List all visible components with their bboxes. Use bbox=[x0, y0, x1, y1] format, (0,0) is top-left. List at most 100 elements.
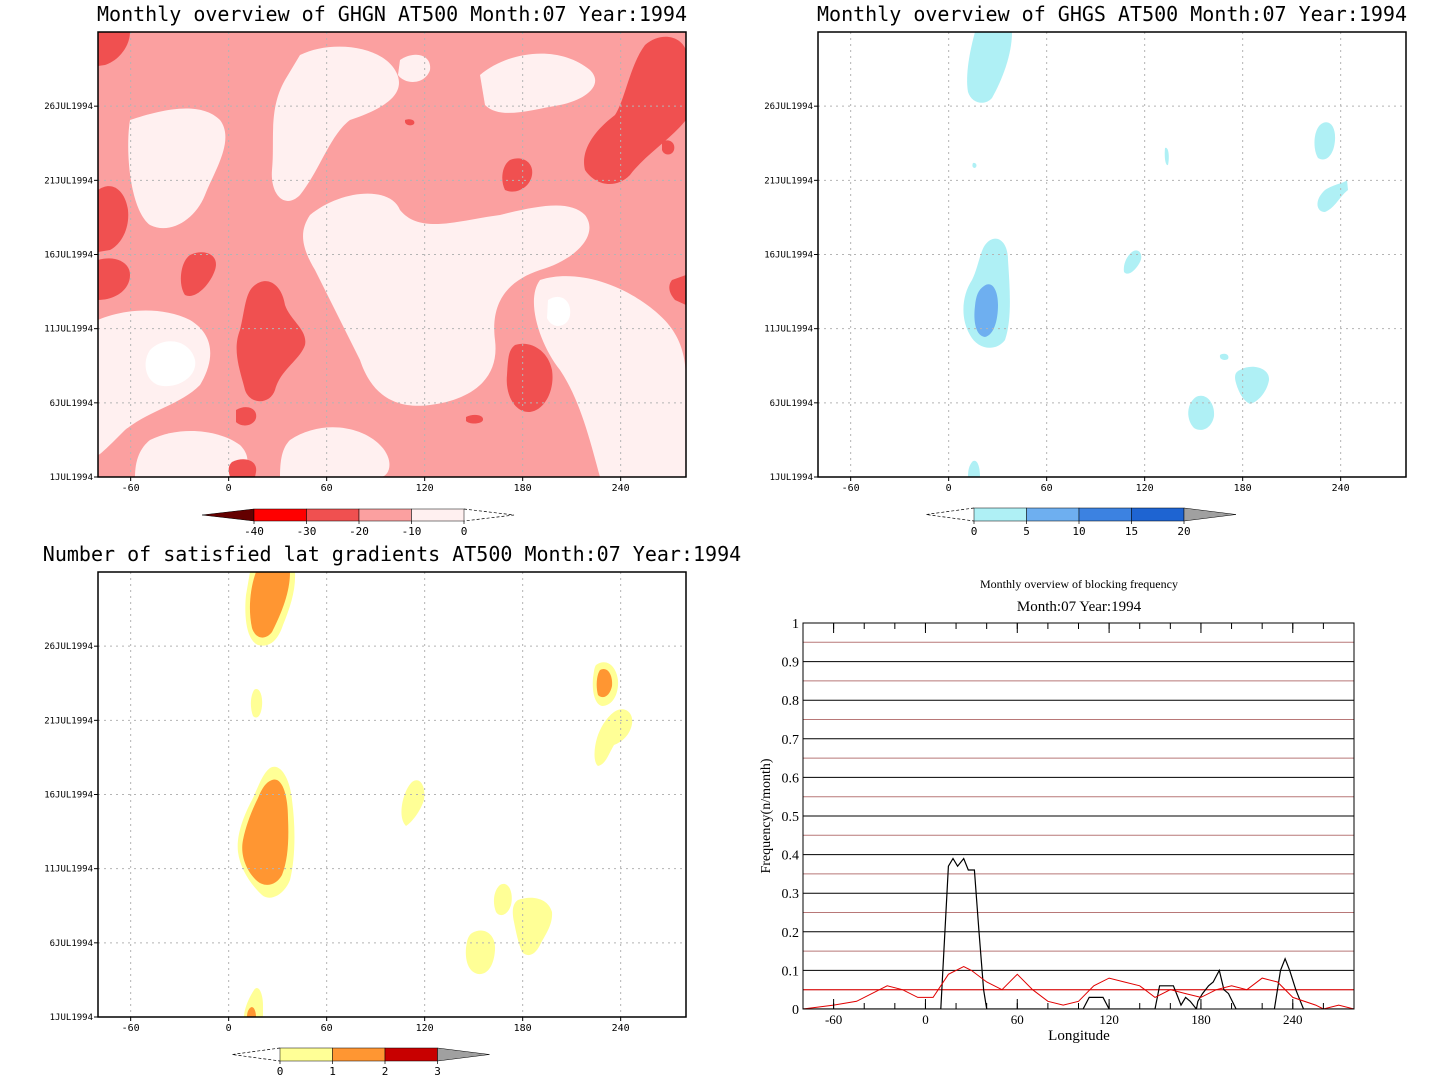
ghgs-contour-0-5 bbox=[968, 460, 980, 477]
colorbar-right-arrow bbox=[1183, 507, 1237, 522]
x-tick-label: -60 bbox=[122, 1023, 140, 1034]
x-tick-label: 180 bbox=[514, 483, 532, 494]
x-tick-label: 120 bbox=[1136, 483, 1154, 494]
colorbar-label: 20 bbox=[1177, 525, 1190, 538]
latgrad-contour-0-1 bbox=[512, 897, 553, 956]
ghgn-negative-region bbox=[236, 281, 306, 402]
y-tick-label: 21JUL1994 bbox=[764, 176, 813, 186]
panel-lat-gradients: Number of satisfied lat gradients AT500 … bbox=[43, 542, 741, 1078]
ghgn-positive-region bbox=[533, 276, 686, 477]
y-tick-label: 6JUL1994 bbox=[770, 399, 813, 409]
y-tick-label: 0.6 bbox=[782, 771, 800, 786]
blocking-grid bbox=[803, 622, 1354, 991]
blocking-xlabel: Longitude bbox=[1048, 1028, 1110, 1044]
ghgn-axes: -60 0 60 120 180 240 1JUL1994 6JUL1994 11JUL1994… bbox=[44, 102, 629, 494]
x-tick-label: 180 bbox=[1234, 483, 1252, 494]
colorbar-segment bbox=[253, 508, 307, 522]
colorbar-label: 10 bbox=[1072, 525, 1085, 538]
latgrad-contour-0-1 bbox=[250, 689, 263, 718]
colorbar-label: 2 bbox=[382, 1065, 389, 1078]
latgrad-contour-1-2 bbox=[596, 668, 613, 698]
x-tick-label: 60 bbox=[321, 483, 333, 494]
y-tick-label: 11JUL1994 bbox=[764, 325, 813, 335]
y-tick-label: 16JUL1994 bbox=[764, 251, 813, 261]
ghgs-colorbar: 0 5 10 15 20 bbox=[925, 507, 1237, 538]
x-tick-label: 60 bbox=[1011, 1012, 1024, 1027]
x-tick-label: 240 bbox=[612, 1023, 630, 1034]
ghgn-title: Monthly overview of GHGN AT500 Month:07 … bbox=[97, 2, 687, 26]
blocking-ylabel: Frequency(n/month) bbox=[759, 758, 774, 873]
colorbar-label: 0 bbox=[971, 525, 978, 538]
y-tick-label: 16JUL1994 bbox=[44, 251, 93, 261]
blocking-axes: 0 0.1 0.2 0.3 0.4 0.5 0.6 0.7 0.8 0.9 1 -60 0 60 120 18… bbox=[782, 617, 1355, 1027]
x-tick-label: 240 bbox=[612, 483, 630, 494]
ghgn-positive-region bbox=[271, 46, 399, 201]
latgrad-axes: -60 0 60 120 180 240 1JUL1994 6JUL1994 11JUL1994… bbox=[44, 642, 629, 1034]
colorbar-label: -10 bbox=[402, 525, 422, 538]
ghgn-negative-region bbox=[236, 407, 257, 426]
x-tick-label: 120 bbox=[416, 483, 434, 494]
ghgn-zero-region bbox=[145, 341, 196, 387]
ghgn-positive-region bbox=[303, 193, 590, 406]
colorbar-right-arrow bbox=[463, 508, 515, 522]
y-tick-label: 16JUL1994 bbox=[44, 791, 93, 801]
y-tick-label: 0.8 bbox=[782, 694, 800, 709]
colorbar-left-arrow bbox=[231, 1047, 281, 1062]
ghgn-positive-region bbox=[480, 53, 596, 113]
y-tick-label: 6JUL1994 bbox=[50, 939, 93, 949]
y-tick-label: 6JUL1994 bbox=[50, 399, 93, 409]
latgrad-contour-1-2 bbox=[242, 779, 289, 885]
ghgs-field bbox=[818, 32, 1406, 477]
x-tick-label: 240 bbox=[1332, 483, 1350, 494]
colorbar-label: 5 bbox=[1023, 525, 1030, 538]
x-tick-label: 0 bbox=[946, 483, 952, 494]
panel-ghgs: Monthly overview of GHGS AT500 Month:07 … bbox=[764, 2, 1407, 538]
colorbar-label: -20 bbox=[349, 525, 369, 538]
ghgs-contour-0-5 bbox=[1235, 366, 1270, 404]
x-tick-label: 0 bbox=[922, 1012, 929, 1027]
y-tick-label: 21JUL1994 bbox=[44, 716, 93, 726]
ghgn-positive-region bbox=[398, 54, 431, 82]
ghgs-contour-0-5 bbox=[1164, 147, 1169, 166]
ghgs-contour-0-5 bbox=[1314, 122, 1336, 160]
ghgn-negative-region bbox=[405, 119, 415, 126]
y-tick-label: 0.9 bbox=[782, 656, 800, 671]
y-tick-label: 0.7 bbox=[782, 733, 800, 748]
ghgn-positive-region bbox=[135, 430, 248, 477]
latgrad-contour-0-1 bbox=[401, 780, 425, 826]
colorbar-label: 15 bbox=[1125, 525, 1138, 538]
ghgs-contour-0-5 bbox=[972, 162, 977, 168]
latgrad-field bbox=[98, 572, 686, 1017]
y-tick-label: 0.5 bbox=[782, 810, 800, 825]
colorbar-segment bbox=[332, 1047, 386, 1062]
y-tick-label: 0 bbox=[792, 1003, 799, 1018]
ghgs-contour-0-5 bbox=[967, 32, 1012, 103]
ghgn-negative-region bbox=[228, 459, 257, 477]
x-tick-label: -60 bbox=[122, 483, 140, 494]
colorbar-label: 0 bbox=[461, 525, 468, 538]
y-tick-label: 0.3 bbox=[782, 887, 800, 902]
ghgn-negative-region bbox=[98, 186, 129, 252]
series-line-1 bbox=[803, 965, 1354, 1009]
ghgs-axes: -60 0 60 120 180 240 1JUL1994 6JUL1994 11JUL1994… bbox=[764, 102, 1349, 494]
y-tick-label: 1JUL1994 bbox=[50, 1013, 93, 1023]
ghgn-grid bbox=[98, 32, 686, 477]
ghgn-negative-region bbox=[466, 414, 484, 424]
y-tick-label: 21JUL1994 bbox=[44, 176, 93, 186]
x-tick-label: 120 bbox=[416, 1023, 434, 1034]
latgrad-grid bbox=[98, 572, 686, 1017]
ghgn-negative-region bbox=[669, 275, 686, 305]
ghgn-zero-region bbox=[547, 296, 571, 326]
ghgs-contour-0-5 bbox=[1188, 395, 1215, 430]
blocking-title: Monthly overview of blocking frequency bbox=[980, 577, 1178, 591]
colorbar-right-arrow bbox=[437, 1047, 490, 1062]
x-tick-label: 60 bbox=[1041, 483, 1053, 494]
y-tick-label: 0.1 bbox=[782, 964, 800, 979]
colorbar-left-arrow bbox=[201, 508, 255, 522]
colorbar-segment bbox=[279, 1047, 333, 1062]
latgrad-contour-0-1 bbox=[493, 883, 512, 916]
x-tick-label: 120 bbox=[1099, 1012, 1119, 1027]
series-line-0 bbox=[803, 857, 1354, 1009]
y-tick-label: 0.2 bbox=[782, 926, 800, 941]
